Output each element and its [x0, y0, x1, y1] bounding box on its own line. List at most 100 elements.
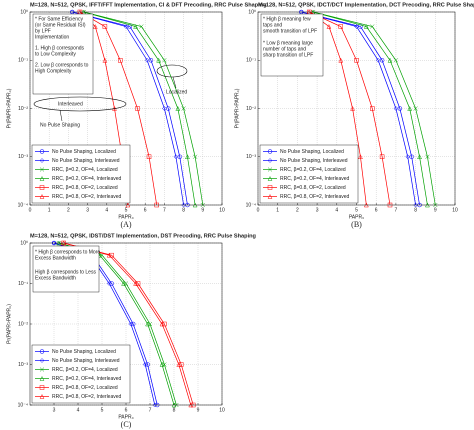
- panel: 10⁻⁴ 10⁻³ 10⁻² 10⁻¹ 10⁰ 0 1 2 3 4 5 6 7 8 9 10 M=128, N=…: [234, 2, 474, 228]
- x-tick-label: 10: [219, 407, 225, 413]
- series-line: [313, 11, 428, 206]
- marker: [117, 58, 123, 63]
- x-tick-label: 8: [182, 207, 185, 213]
- legend-label: No Pulse Shaping, Interleaved: [52, 358, 120, 364]
- x-tick-label: 9: [201, 207, 204, 213]
- series-line: [301, 11, 416, 206]
- marker: [121, 280, 127, 286]
- legend-marker: [39, 175, 45, 181]
- marker: [102, 24, 108, 29]
- y-axis-label: Pr(PAPR>PAPR₀): [6, 304, 12, 344]
- series-line: [301, 11, 420, 206]
- panel: 10⁻⁴ 10⁻³ 10⁻² 10⁻¹ 10⁰ 3 4 5 6 7 8 9 10 M=128, N=512…: [6, 233, 256, 428]
- arrow: [172, 76, 177, 89]
- x-tick-label: 8: [414, 207, 417, 213]
- legend-marker: [39, 167, 45, 172]
- legend-marker: [267, 149, 273, 154]
- legend-marker: [39, 393, 45, 399]
- marker: [146, 154, 152, 159]
- marker: [417, 154, 422, 159]
- marker: [159, 321, 165, 327]
- series-line: [83, 11, 196, 206]
- panel-label: (A): [120, 220, 131, 229]
- annotation: sharp transition of LPF: [263, 52, 313, 58]
- marker: [142, 362, 148, 367]
- legend-label: RRC, β=0.8, OF=2, Localized: [52, 385, 118, 391]
- y-tick-label: 10⁻¹: [18, 281, 28, 287]
- legend-marker: [39, 349, 45, 354]
- series-line: [63, 242, 192, 406]
- x-tick-label: 7: [395, 207, 398, 213]
- y-tick-label: 10⁻³: [18, 154, 28, 160]
- x-tick-label: 5: [125, 207, 128, 213]
- y-tick-label: 10⁻³: [18, 362, 28, 368]
- legend-label: No Pulse Shaping, Interleaved: [280, 158, 348, 164]
- annotation: number of taps and: [263, 46, 306, 52]
- legend-label: RRC, β=0.2, OF=4, Localized: [280, 167, 346, 173]
- marker: [173, 154, 179, 160]
- marker: [162, 58, 167, 63]
- marker: [192, 154, 198, 159]
- legend-label: RRC, β=0.8, OF=2, Localized: [280, 185, 346, 191]
- annotation-box: [32, 245, 100, 293]
- legend-marker: [267, 167, 273, 172]
- marker: [144, 57, 150, 63]
- x-tick-label: 4: [77, 407, 80, 413]
- marker: [338, 57, 344, 63]
- y-tick-label: 10⁻⁴: [18, 402, 28, 408]
- marker: [354, 24, 359, 29]
- legend-marker: [39, 185, 45, 190]
- marker: [407, 105, 413, 111]
- x-tick-label: 0: [257, 207, 260, 213]
- y-tick-label: 10⁻⁴: [18, 202, 28, 208]
- x-tick-label: 6: [125, 407, 128, 413]
- x-tick-label: 4: [335, 207, 338, 213]
- legend-marker: [267, 175, 273, 181]
- series-line: [309, 11, 367, 206]
- y-tick-label: 10⁻⁴: [246, 202, 256, 208]
- marker: [178, 362, 184, 367]
- marker: [176, 361, 182, 367]
- marker: [387, 57, 393, 63]
- series-line: [309, 11, 391, 206]
- x-tick-label: 7: [149, 407, 152, 413]
- annotation: 1. High β corresponds: [35, 45, 85, 51]
- plot-frame: [29, 242, 223, 406]
- annotation: Interleaved: [58, 101, 83, 107]
- x-axis-label: PAPR₀: [118, 414, 133, 420]
- marker: [393, 106, 399, 111]
- marker: [413, 202, 418, 208]
- marker: [133, 280, 139, 286]
- marker: [145, 362, 150, 367]
- marker: [133, 23, 139, 29]
- marker: [379, 154, 385, 159]
- annotation-shapes: [33, 64, 188, 122]
- y-tick-label: 10⁻²: [246, 106, 256, 112]
- x-tick-label: 2: [296, 207, 299, 213]
- marker: [152, 402, 158, 408]
- legend-marker: [267, 158, 273, 163]
- marker: [162, 362, 167, 367]
- panel: 10⁻⁴ 10⁻³ 10⁻² 10⁻¹ 10⁰ 0 1 2 3 4 5 6 7 8 9 10 M=128, N=…: [6, 2, 267, 228]
- marker: [92, 23, 98, 29]
- x-tick-label: 2: [67, 207, 70, 213]
- marker: [106, 281, 112, 286]
- annotation: taps and: [263, 22, 282, 28]
- legend-label: No Pulse Shaping, Localized: [52, 149, 116, 155]
- legend-label: RRC, β=0.2, OF=4, Localized: [52, 167, 118, 173]
- marker: [370, 106, 375, 111]
- annotation: (or Same Residual ISI): [35, 22, 86, 28]
- x-tick-label: 0: [29, 207, 32, 213]
- marker: [123, 24, 129, 29]
- legend-box: [259, 144, 359, 204]
- series-line: [72, 11, 188, 206]
- marker: [156, 57, 162, 63]
- y-axis-label: Pr(PAPR>PAPR₀): [6, 88, 12, 128]
- legend-marker: [267, 185, 273, 190]
- y-tick-label: 10⁰: [20, 240, 28, 246]
- marker: [405, 154, 411, 160]
- series-line: [72, 11, 184, 206]
- legend-box: [31, 144, 131, 204]
- marker: [128, 321, 134, 327]
- legend-marker: [39, 367, 45, 372]
